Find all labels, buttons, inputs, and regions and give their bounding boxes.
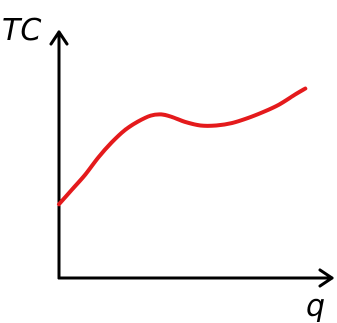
y-axis-arrowhead [49, 30, 69, 46]
total-cost-curve-0 [57, 86, 308, 207]
y-axis-label: TC [2, 13, 41, 48]
x-axis-label: q [306, 289, 325, 323]
axes [49, 30, 334, 288]
series-layer [57, 86, 308, 207]
x-axis-arrowhead [318, 268, 334, 288]
